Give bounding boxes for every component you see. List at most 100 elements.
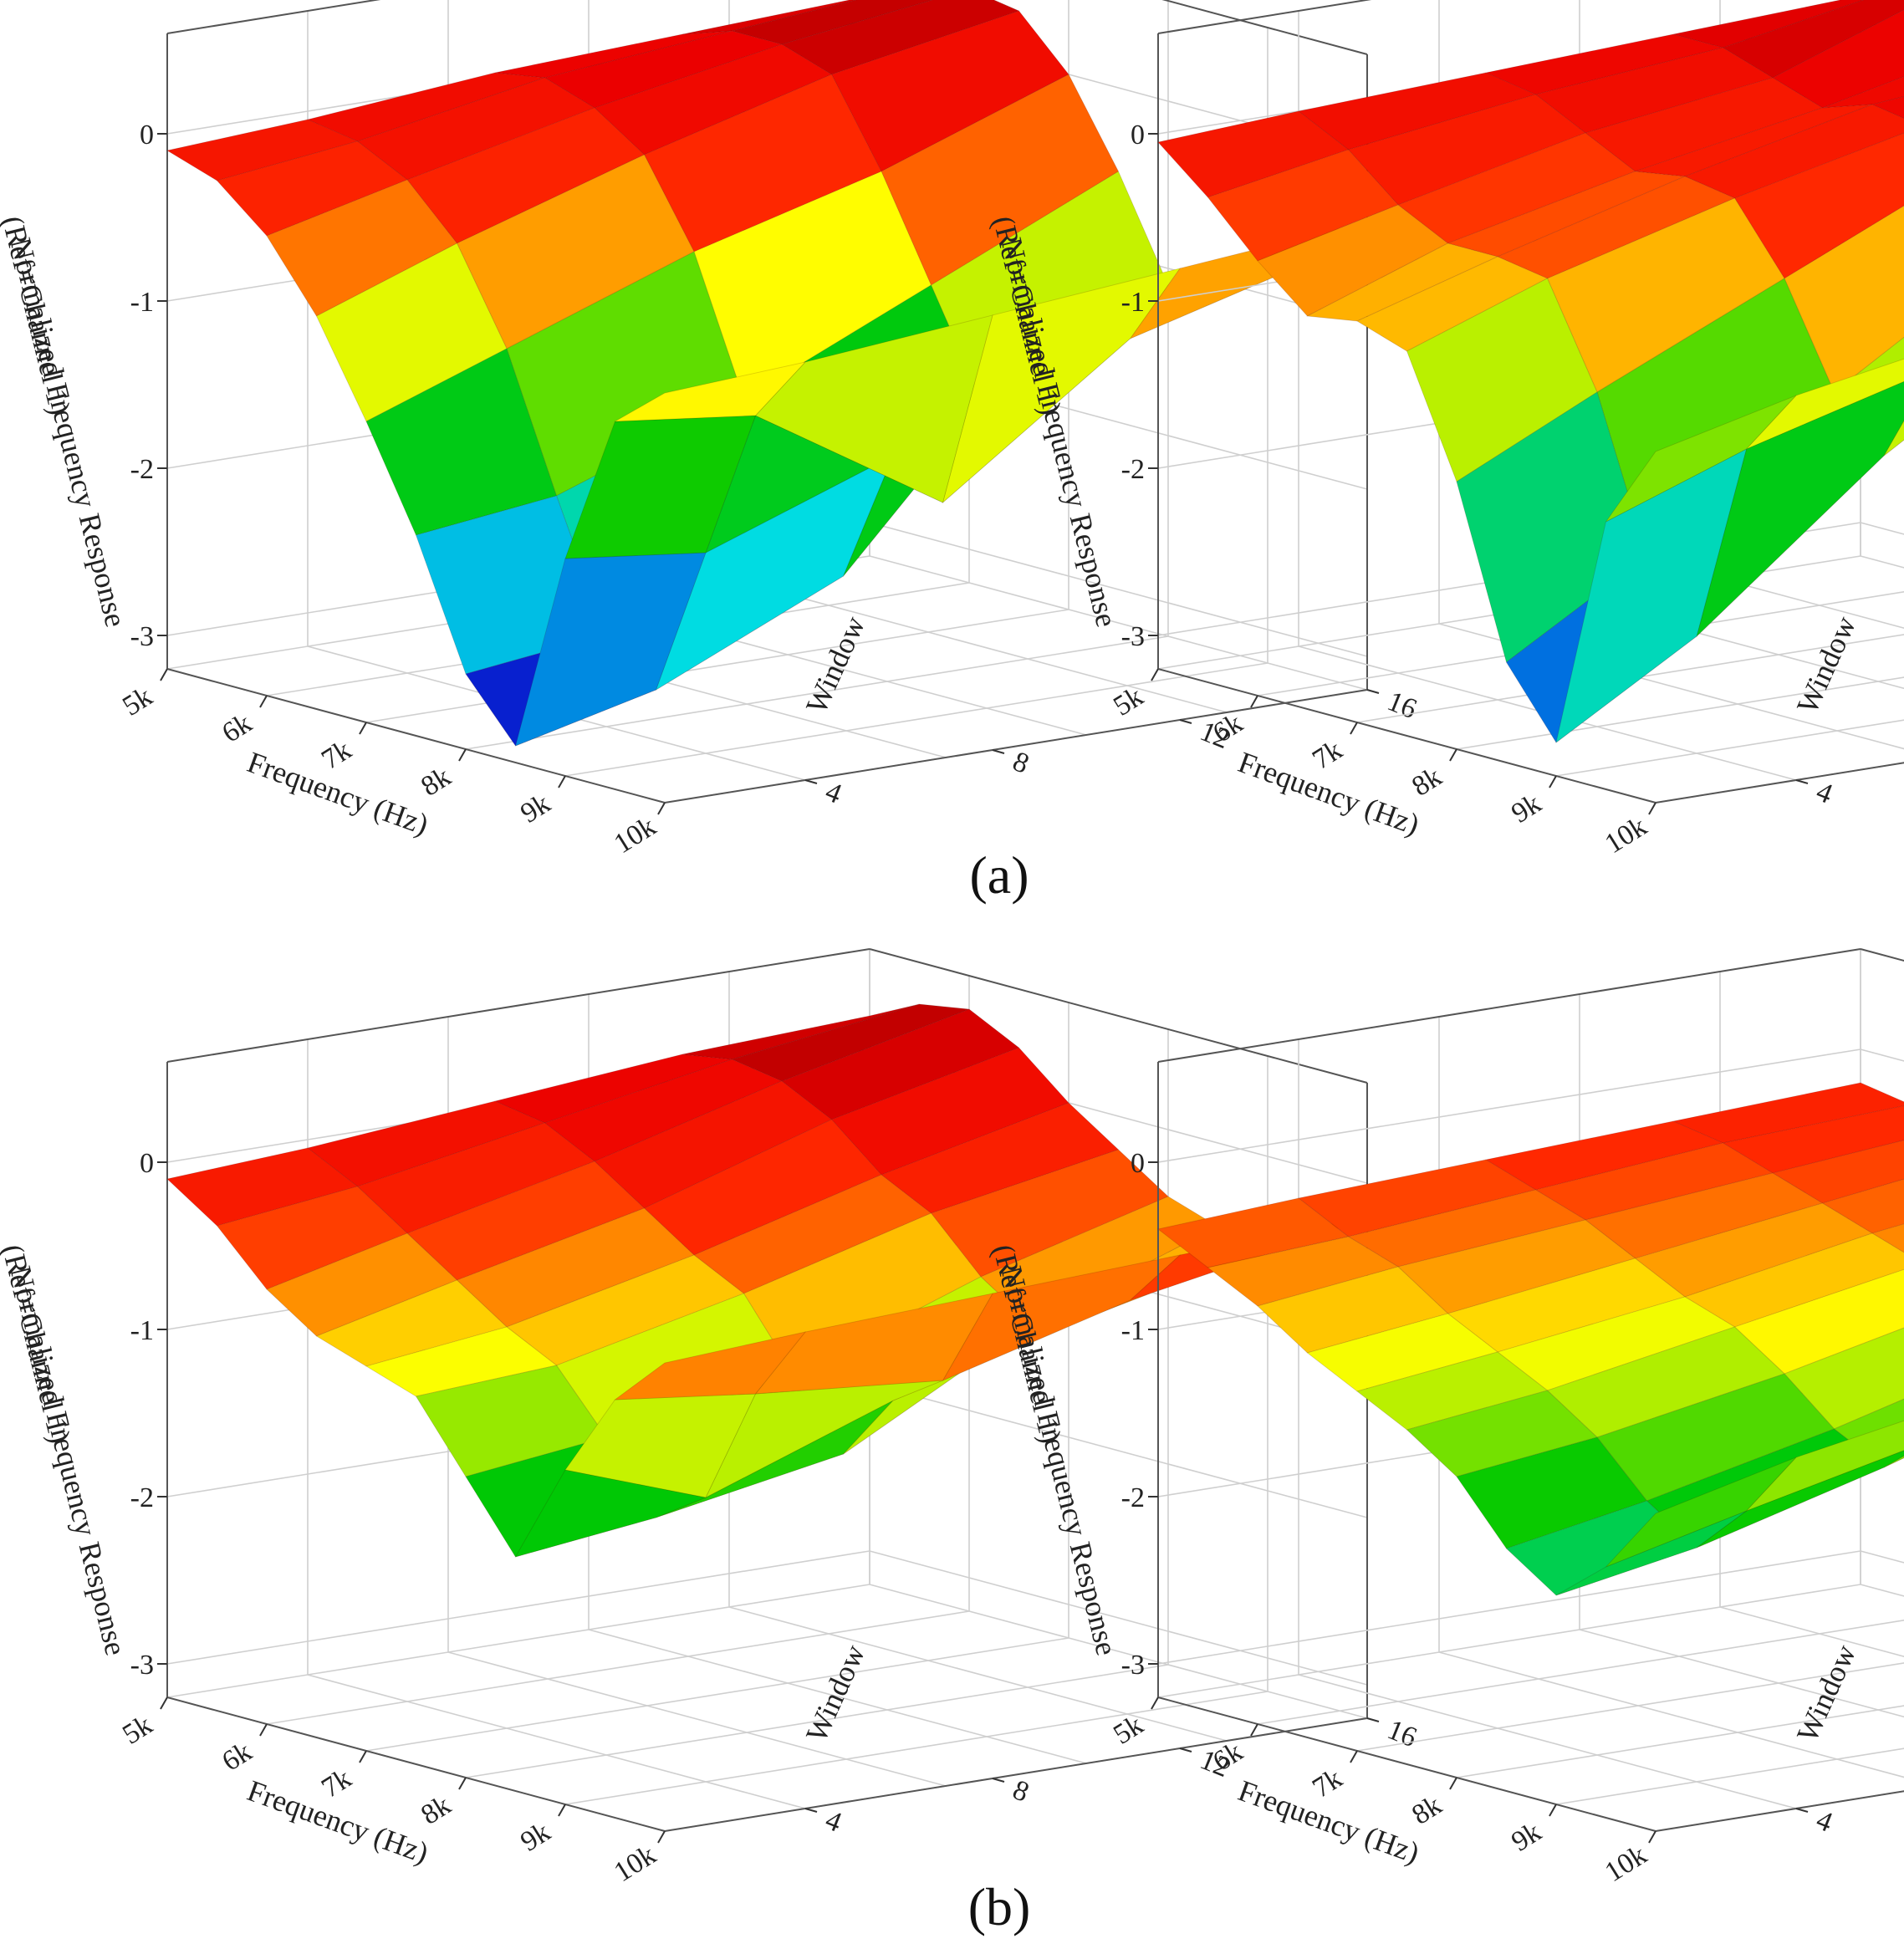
z-tick-label: -1 — [130, 287, 154, 318]
axis-frame-line — [1860, 948, 1904, 962]
z-tick-label: -2 — [1121, 1482, 1145, 1513]
y-tick-mark — [804, 779, 818, 784]
z-tick-label: 0 — [140, 1148, 154, 1179]
x-tick-mark — [1350, 722, 1358, 735]
grid-line — [465, 635, 1169, 750]
x-tick-mark — [1449, 748, 1457, 762]
grid-line — [1860, 522, 1904, 535]
caption-a: (a) — [969, 845, 1029, 905]
grid-lines — [1157, 949, 1904, 1832]
grid-line — [1356, 1662, 1904, 1752]
grid-line — [1157, 1550, 1861, 1665]
surface-cell — [1696, 1450, 1904, 1548]
surface-cell — [1871, 96, 1904, 120]
surface-cell — [1746, 358, 1904, 450]
surface — [1157, 0, 1904, 744]
z-tick-label: -1 — [1121, 287, 1145, 318]
grid-line — [588, 1629, 1087, 1764]
y-tick-label: 16 — [1383, 1714, 1421, 1753]
caption-b: (b) — [968, 1877, 1031, 1936]
surface-cell — [1722, 1105, 1904, 1174]
y-tick-label: 8 — [1008, 1774, 1034, 1809]
axis-frame-line — [1157, 668, 1656, 804]
grid-line — [869, 522, 1368, 657]
surface-cell — [1771, 1140, 1904, 1204]
x-tick-label: 10k — [1600, 811, 1652, 860]
surface-cell — [1746, 1420, 1904, 1512]
y-tick-label: 4 — [1812, 776, 1837, 810]
z-tick-label: 0 — [140, 120, 154, 151]
y-tick-mark — [1366, 1717, 1380, 1722]
x-tick-mark — [1151, 668, 1159, 681]
grid-line — [307, 1674, 806, 1809]
x-tick-mark — [1350, 1750, 1358, 1763]
axis-frame-line — [1157, 1696, 1656, 1832]
y-tick-mark — [1795, 1808, 1809, 1813]
y-tick-mark — [1366, 689, 1380, 694]
y-tick-label: 16 — [1383, 686, 1421, 725]
axis-frame-line — [1655, 1790, 1904, 1832]
surface-cell — [1821, 1178, 1904, 1234]
x-tick-mark — [1648, 802, 1656, 815]
z-tick-label: -3 — [1121, 621, 1145, 652]
x-tick-mark — [458, 1777, 467, 1790]
grid-line — [869, 1550, 1368, 1686]
grid-line — [869, 555, 1368, 691]
y-tick-mark — [992, 1778, 1005, 1783]
surface-cell — [1733, 132, 1904, 279]
y-axis-label: Window — [799, 611, 871, 718]
x-tick-mark — [359, 1750, 367, 1763]
x-tick-mark — [259, 1723, 268, 1737]
x-tick-label: 8k — [416, 761, 456, 802]
z-tick-label: -2 — [130, 1482, 154, 1513]
surface-cell — [1784, 1327, 1904, 1430]
grid-line — [465, 1664, 1169, 1778]
surface-cell — [1871, 1223, 1904, 1253]
x-tick-label: 9k — [515, 788, 555, 829]
surface-cell — [1605, 395, 1797, 523]
x-tick-mark — [160, 668, 168, 681]
grid-line — [1655, 762, 1904, 804]
y-tick-mark — [1179, 719, 1192, 724]
grid-line — [1655, 1790, 1904, 1832]
surface — [1156, 1082, 1904, 1596]
grid-line — [564, 1691, 1268, 1805]
grid-line — [1456, 676, 1904, 750]
grid-line — [1157, 1048, 1861, 1163]
surface-cell — [1883, 1455, 1904, 1468]
x-tick-label: 9k — [515, 1816, 555, 1857]
x-tick-label: 10k — [1600, 1839, 1652, 1888]
z-tick-label: -1 — [130, 1315, 154, 1346]
y-tick-label: 4 — [821, 1804, 846, 1839]
x-tick-label: 5k — [117, 1709, 157, 1750]
z-tick-label: -1 — [1121, 1315, 1145, 1346]
grid-line — [1860, 1584, 1904, 1597]
axis-frame-line — [869, 948, 1368, 1084]
x-tick-mark — [1151, 1696, 1159, 1710]
x-tick-label: 10k — [609, 1839, 661, 1888]
surface-cell — [1784, 205, 1904, 393]
surface-cell — [1605, 1457, 1797, 1568]
y-axis-label: Window — [799, 1640, 871, 1747]
x-tick-mark — [359, 722, 367, 735]
x-tick-label: 8k — [1406, 1789, 1447, 1830]
grid-line — [1555, 719, 1904, 777]
x-tick-mark — [160, 1696, 168, 1710]
grid-line — [365, 1637, 1069, 1752]
y-axis-label: Window — [1790, 1640, 1862, 1747]
z-tick-label: -3 — [1121, 1650, 1145, 1681]
grid-line — [1257, 1619, 1904, 1725]
x-tick-label: 6k — [217, 1736, 257, 1777]
z-tick-label: -3 — [130, 1650, 154, 1681]
x-tick-mark — [558, 775, 566, 788]
surface-cell — [1683, 1232, 1904, 1328]
grid-line — [564, 662, 1268, 777]
grid-line — [869, 1383, 1368, 1518]
surface-cell — [1696, 380, 1904, 638]
x-tick-mark — [1250, 1723, 1258, 1737]
x-tick-mark — [1648, 1830, 1656, 1844]
